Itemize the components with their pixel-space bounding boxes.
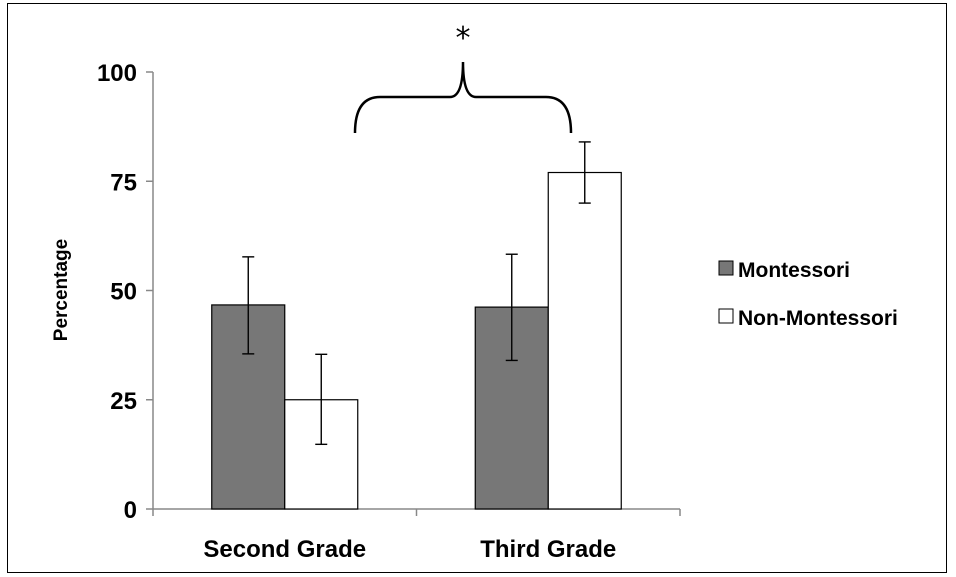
category-labels: Second Grade Third Grade — [203, 536, 616, 563]
significance-brace — [353, 61, 573, 134]
legend-swatch-non-montessori — [718, 308, 734, 324]
x-category-label: Third Grade — [480, 536, 616, 563]
legend: Montessori Non-Montessori — [718, 259, 898, 330]
bars-group — [211, 171, 622, 510]
x-axis-ticks — [152, 509, 681, 516]
bar-non-montessori — [547, 171, 622, 510]
x-category-label: Second Grade — [203, 536, 366, 563]
significance-asterisk: * — [456, 21, 471, 56]
error-bars-group — [242, 141, 591, 446]
y-tick-label: 50 — [110, 279, 137, 306]
legend-swatch-montessori — [718, 260, 734, 276]
y-tick-label: 25 — [110, 388, 137, 415]
bar-montessori — [474, 306, 549, 510]
y-axis-label: Percentage — [51, 239, 72, 341]
y-tick-label: 0 — [124, 497, 137, 524]
y-tick-label: 100 — [97, 60, 137, 87]
legend-label-montessori: Montessori — [738, 259, 850, 282]
y-axis-ticks: 0 25 50 75 100 — [97, 60, 153, 524]
y-tick-label: 75 — [110, 169, 137, 196]
legend-label-non-montessori: Non-Montessori — [738, 307, 898, 330]
